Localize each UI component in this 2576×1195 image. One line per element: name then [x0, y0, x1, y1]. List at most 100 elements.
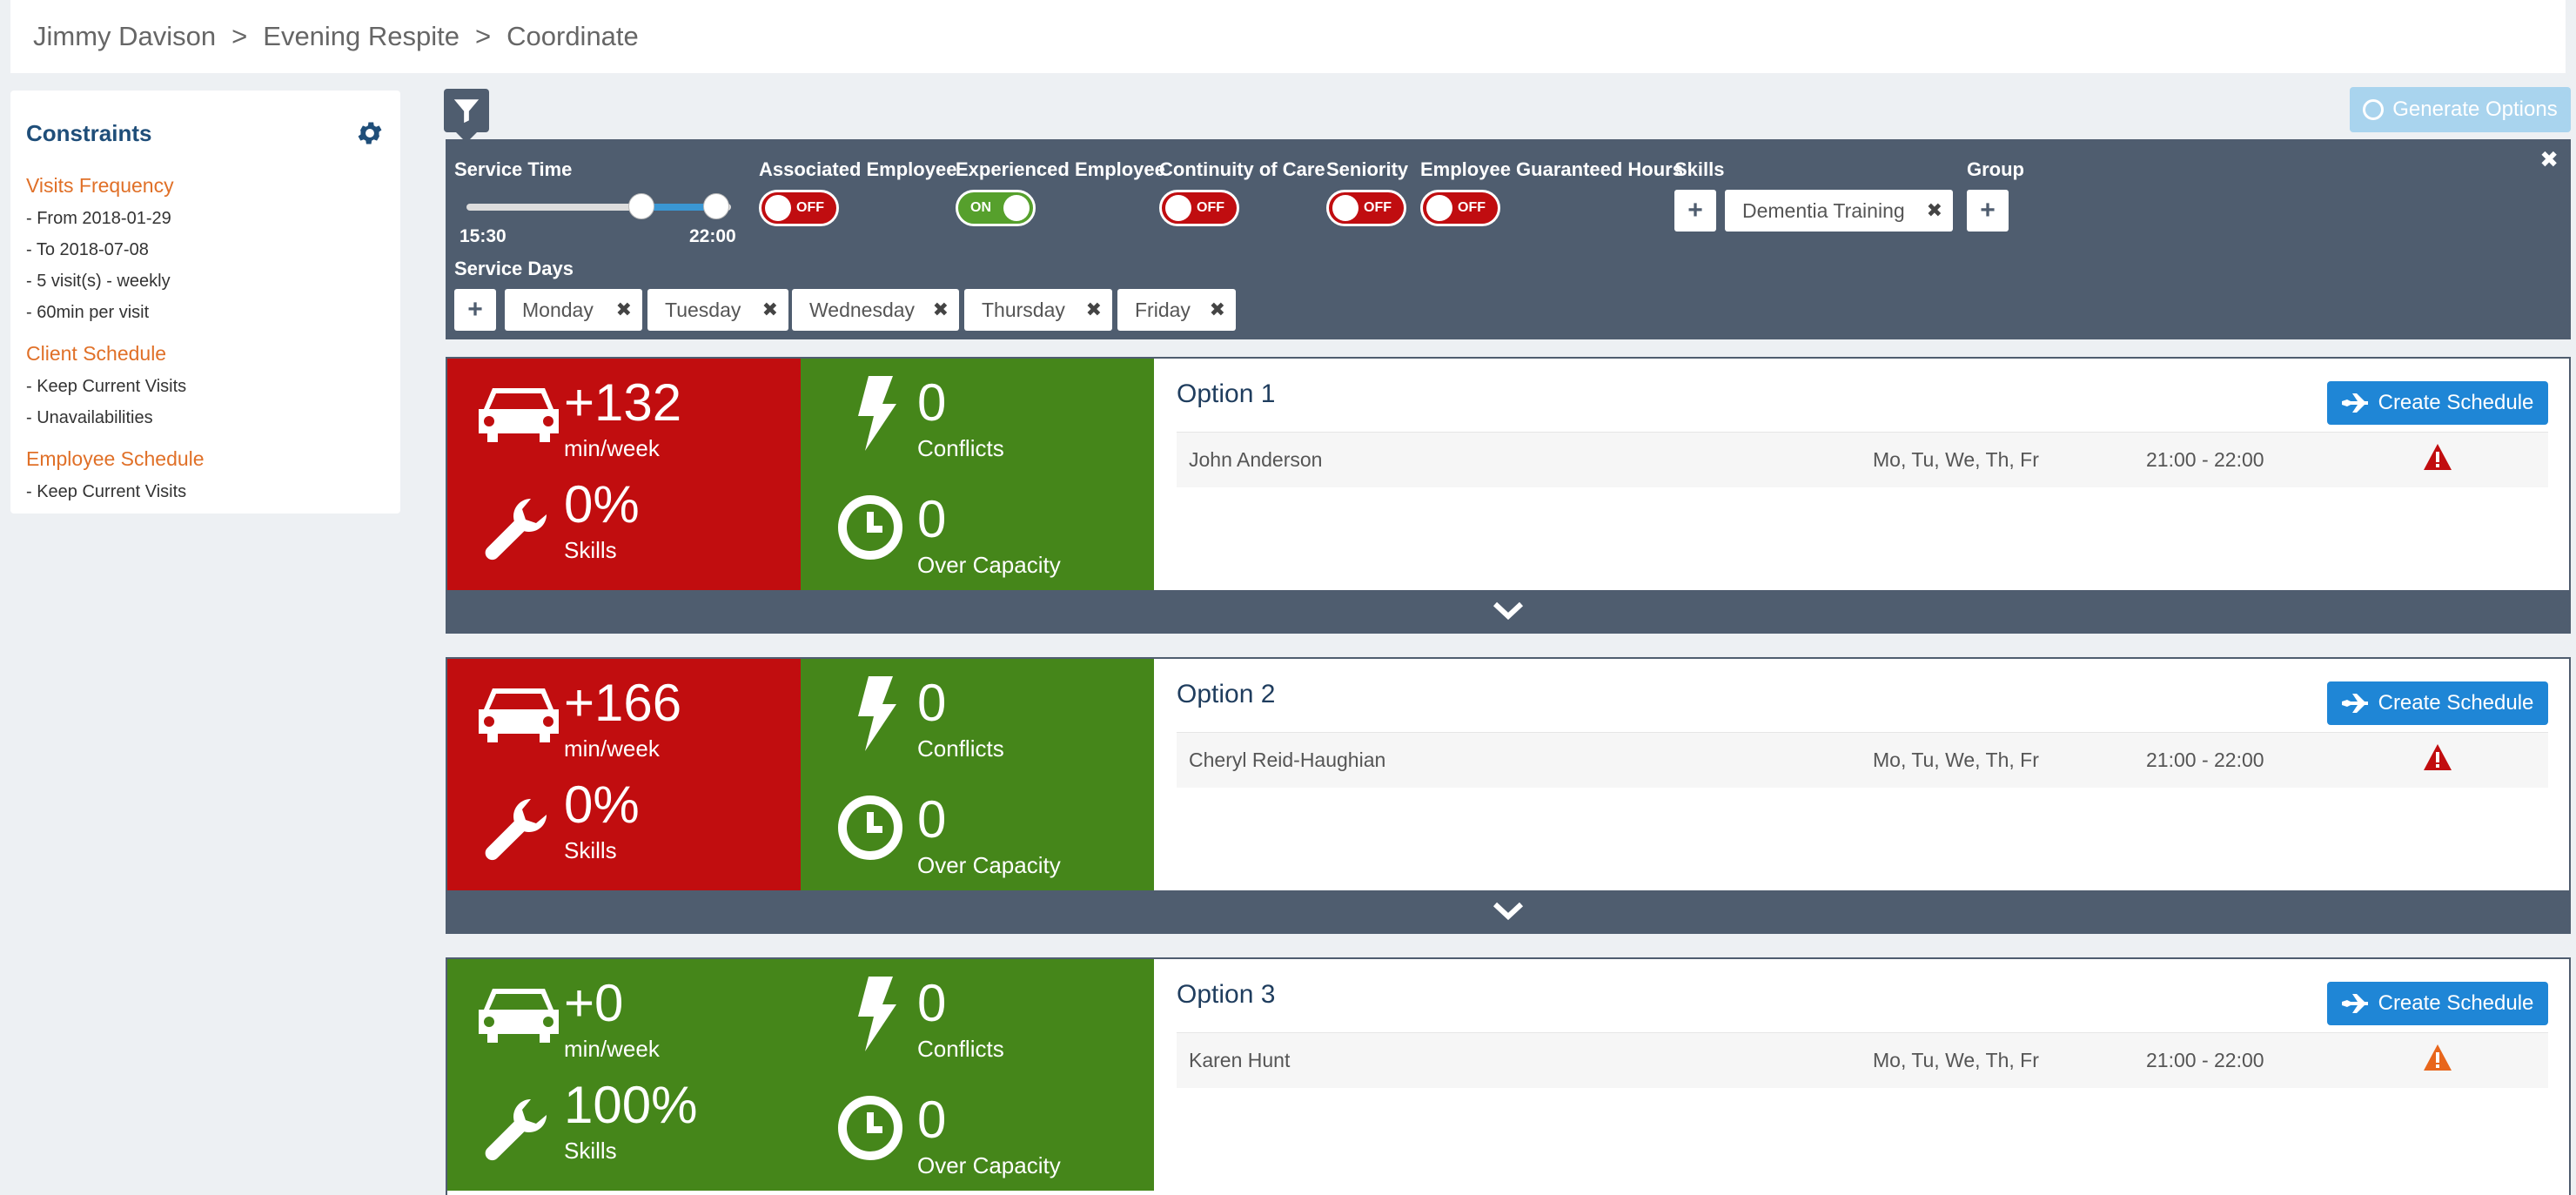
gear-icon[interactable] [355, 118, 385, 148]
toggle-label: Employee Guaranteed Hours [1420, 158, 1683, 180]
clock-icon [838, 1096, 902, 1160]
add-group-button[interactable]: + [1967, 190, 2009, 232]
warning-icon[interactable] [2423, 1044, 2452, 1071]
toggle-label: Seniority [1326, 158, 1409, 180]
employee-guaranteed-hours-toggle[interactable]: OFF [1420, 190, 1500, 226]
table-row[interactable]: Karen Hunt Mo, Tu, We, Th, Fr 21:00 - 22… [1177, 1032, 2548, 1088]
constraint-line: - Keep Current Visits [26, 377, 187, 396]
generate-options-label: Generate Options [2392, 97, 2558, 121]
warning-icon[interactable] [2423, 743, 2452, 771]
option-card: +132 min/week 0% Skills 0 Conflicts 0 Ov… [446, 357, 2571, 634]
filter-toggle-button[interactable] [444, 89, 489, 143]
chevron-down-icon [1493, 601, 1524, 621]
close-icon[interactable]: ✖ [2539, 146, 2559, 172]
car-icon [479, 388, 559, 442]
table-row[interactable]: John Anderson Mo, Tu, We, Th, Fr 21:00 -… [1177, 432, 2548, 487]
visit-time: 21:00 - 22:00 [2146, 1049, 2264, 1071]
constraints-panel: Constraints Visits Frequency - From 2018… [10, 91, 400, 514]
constraint-line: - To 2018-07-08 [26, 240, 149, 259]
visit-days: Mo, Tu, We, Th, Fr [1873, 749, 2039, 771]
add-day-button[interactable]: + [454, 289, 496, 331]
day-chip: Monday ✖ [505, 289, 642, 331]
option-title: Option 1 [1177, 379, 1276, 408]
create-schedule-button[interactable]: Create Schedule [2327, 681, 2548, 725]
employee-name: John Anderson [1189, 448, 1323, 471]
remove-chip-icon[interactable]: ✖ [932, 299, 949, 320]
skills-tile: 100% Skills [447, 1075, 801, 1191]
service-time-slider[interactable] [466, 193, 731, 219]
constraint-line: - From 2018-01-29 [26, 209, 171, 228]
service-time-start: 15:30 [460, 226, 506, 246]
day-chip: Tuesday ✖ [647, 289, 788, 331]
plane-icon [2341, 994, 2368, 1013]
constraint-section-title: Client Schedule [26, 342, 167, 365]
experienced-employee-toggle[interactable]: ON [956, 190, 1036, 226]
wrench-icon [485, 799, 547, 861]
warning-icon[interactable] [2423, 443, 2452, 471]
option-title: Option 2 [1177, 680, 1276, 708]
travel-tile: +0 min/week [447, 959, 801, 1075]
breadcrumb-client[interactable]: Jimmy Davison [33, 21, 217, 51]
clock-icon [838, 495, 902, 560]
travel-unit: min/week [564, 1036, 660, 1062]
toggle-state: OFF [1197, 200, 1224, 215]
remove-chip-icon[interactable]: ✖ [761, 299, 778, 320]
remove-chip-icon[interactable]: ✖ [1209, 299, 1225, 320]
option-card: +0 min/week 100% Skills 0 Conflicts 0 Ov… [446, 957, 2571, 1195]
employee-name: Cheryl Reid-Haughian [1189, 749, 1386, 771]
conflicts-value: 0 [917, 974, 947, 1032]
travel-value: +0 [564, 974, 624, 1032]
associated-employee-toggle[interactable]: OFF [759, 190, 839, 226]
skills-label: Skills [564, 837, 617, 863]
capacity-value: 0 [917, 490, 947, 548]
remove-chip-icon[interactable]: ✖ [1926, 199, 1942, 221]
constraint-line: - Keep Current Visits [26, 482, 187, 501]
slider-end-handle[interactable] [703, 193, 729, 219]
day-chip-label: Tuesday [665, 298, 741, 321]
generate-options-button[interactable]: Generate Options [2350, 87, 2571, 132]
skills-label: Skills [564, 537, 617, 563]
filter-panel: ✖ Service Time 15:30 22:00 Associated Em… [446, 139, 2571, 339]
conflicts-tile: 0 Conflicts 0 Over Capacity [801, 959, 1154, 1191]
skills-value: 0% [564, 475, 640, 534]
constraint-line: - 5 visit(s) - weekly [26, 272, 171, 291]
remove-chip-icon[interactable]: ✖ [1085, 299, 1102, 320]
conflicts-value: 0 [917, 373, 947, 432]
plus-icon: + [1687, 196, 1703, 225]
plus-icon: + [467, 295, 483, 324]
expand-footer[interactable] [447, 590, 2569, 632]
skills-value: 100% [564, 1076, 698, 1134]
lightning-icon [858, 676, 896, 751]
create-schedule-button[interactable]: Create Schedule [2327, 982, 2548, 1025]
travel-unit: min/week [564, 735, 660, 762]
remove-chip-icon[interactable]: ✖ [615, 299, 632, 320]
breadcrumb-separator: > [231, 21, 248, 51]
table-row[interactable]: Cheryl Reid-Haughian Mo, Tu, We, Th, Fr … [1177, 732, 2548, 788]
day-chip-label: Wednesday [809, 298, 916, 321]
employee-name: Karen Hunt [1189, 1049, 1291, 1071]
expand-footer[interactable] [447, 890, 2569, 932]
create-schedule-button[interactable]: Create Schedule [2327, 381, 2548, 425]
breadcrumb-service[interactable]: Evening Respite [263, 21, 460, 51]
toggle-state: OFF [1364, 200, 1392, 215]
capacity-value: 0 [917, 1091, 947, 1149]
visit-days: Mo, Tu, We, Th, Fr [1873, 1049, 2039, 1071]
conflicts-value: 0 [917, 674, 947, 732]
clock-icon [2363, 99, 2385, 120]
skill-chip: Dementia Training ✖ [1725, 190, 1953, 232]
day-chip: Thursday ✖ [964, 289, 1112, 331]
travel-value: +132 [564, 373, 682, 432]
clock-icon [838, 796, 902, 860]
breadcrumb-current: Coordinate [506, 21, 639, 51]
toggle-label: Associated Employee [759, 158, 957, 180]
slider-start-handle[interactable] [628, 193, 654, 219]
skills-label: Skills [1674, 158, 1725, 180]
create-schedule-label: Create Schedule [2378, 391, 2534, 414]
breadcrumb-separator: > [475, 21, 492, 51]
conflicts-tile: 0 Conflicts 0 Over Capacity [801, 359, 1154, 590]
constraint-line: - Unavailabilities [26, 408, 153, 427]
travel-tile: +166 min/week [447, 659, 801, 775]
seniority-toggle[interactable]: OFF [1326, 190, 1406, 226]
continuity-of-care-toggle[interactable]: OFF [1159, 190, 1239, 226]
add-skill-button[interactable]: + [1674, 190, 1716, 232]
